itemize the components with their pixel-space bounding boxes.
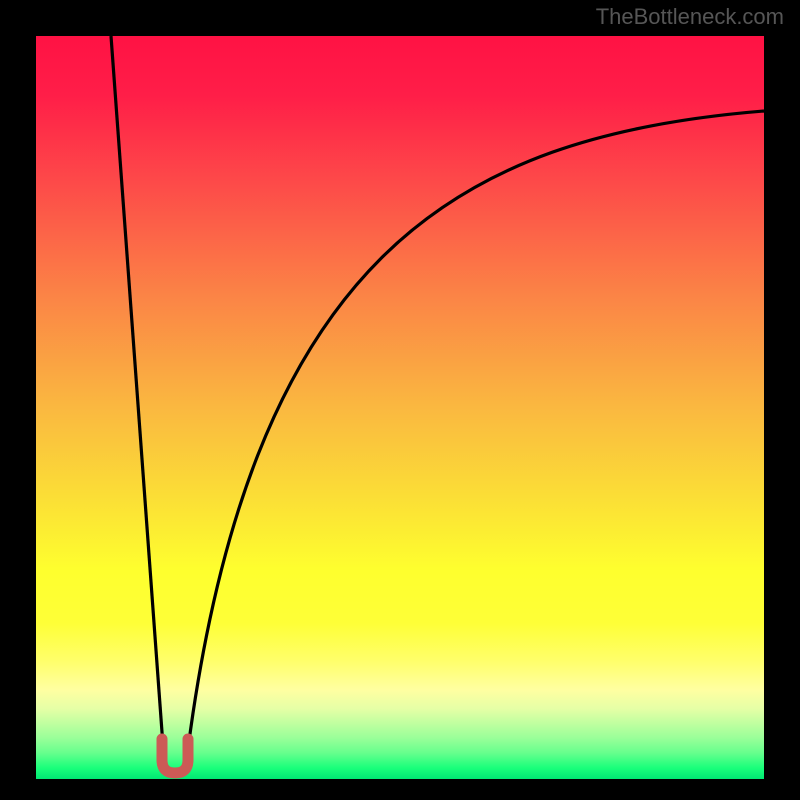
frame-border-right xyxy=(764,0,800,800)
plot-background xyxy=(36,36,764,779)
figure-root: TheBottleneck.com xyxy=(0,0,800,800)
frame-border-bottom xyxy=(0,779,800,800)
frame-border-left xyxy=(0,0,36,800)
watermark-text: TheBottleneck.com xyxy=(596,4,784,30)
plot-svg xyxy=(0,0,800,800)
